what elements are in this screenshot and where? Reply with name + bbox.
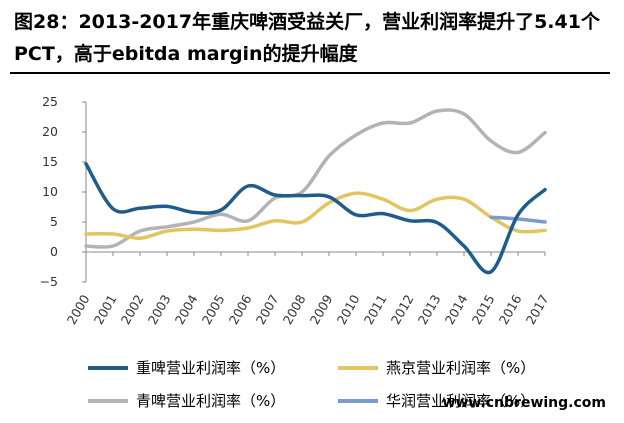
figure-title: 图28：2013-2017年重庆啤酒受益关厂，营业利润率提升了5.41个PCT，… — [14, 11, 600, 65]
x-tick-label: 2008 — [280, 292, 309, 327]
legend-label: 燕京营业利润率（%） — [386, 359, 535, 377]
series-lines — [84, 108, 547, 275]
y-tick-label: −5 — [40, 274, 58, 289]
title-divider — [10, 72, 610, 74]
legend-label: 重啤营业利润率（%） — [136, 359, 285, 377]
y-tick-label: 15 — [42, 154, 58, 169]
x-tick-label: 2011 — [361, 292, 390, 327]
legend: 重啤营业利润率（%） 燕京营业利润率（%） 青啤营业利润率（%） 华润营业利润率（%） — [88, 359, 535, 410]
x-tick-label: 2001 — [91, 292, 120, 327]
x-tick-label: 2012 — [388, 292, 417, 327]
watermark: www.cnbrewing.com — [443, 395, 606, 411]
series-line-0 — [84, 162, 547, 275]
legend-label: 华润营业利润率（%） — [386, 392, 535, 410]
x-tick-label: 2013 — [415, 292, 444, 327]
chart-axes — [82, 101, 546, 283]
series-line-3 — [489, 215, 547, 224]
x-tick-label: 2002 — [118, 292, 147, 327]
x-tick-label: 2004 — [172, 292, 201, 327]
x-tick-label: 2007 — [253, 292, 282, 327]
x-tick-label: 2000 — [64, 292, 93, 327]
x-tick-label: 2005 — [199, 292, 228, 327]
series-line-2 — [84, 108, 547, 249]
x-tick-label: 2003 — [145, 292, 174, 327]
x-tick-label: 2017 — [523, 292, 552, 327]
x-tick-labels: 2000200120022003200420052006200720082009… — [64, 292, 552, 327]
y-tick-label: 20 — [42, 124, 58, 139]
y-tick-label: 10 — [42, 184, 58, 199]
series-line-1 — [84, 191, 547, 240]
x-tick-label: 2014 — [442, 292, 471, 327]
y-tick-labels: 25 20 15 10 5 0 −5 — [40, 94, 58, 289]
x-tick-label: 2006 — [226, 292, 255, 327]
y-tick-label: 0 — [50, 244, 58, 259]
legend-label: 青啤营业利润率（%） — [136, 392, 285, 410]
x-tick-label: 2010 — [334, 292, 363, 327]
x-tick-label: 2009 — [307, 292, 336, 327]
x-tick-label: 2016 — [496, 292, 525, 327]
y-tick-label: 25 — [42, 94, 58, 109]
x-tick-label: 2015 — [469, 292, 498, 327]
y-tick-label: 5 — [50, 214, 58, 229]
